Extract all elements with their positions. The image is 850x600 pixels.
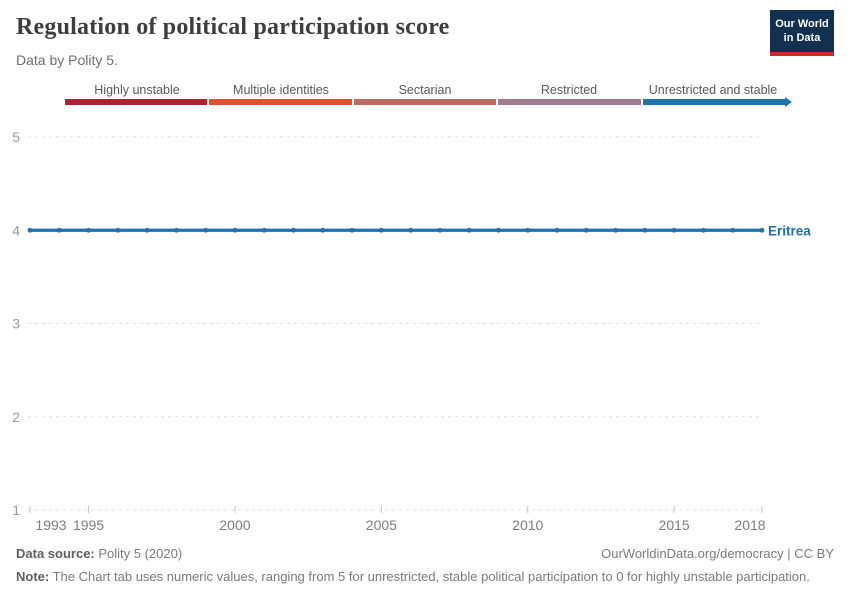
x-axis-tick-label: 2005 (366, 517, 397, 533)
data-point[interactable] (759, 227, 765, 233)
data-point[interactable] (174, 227, 179, 233)
series-entity-label[interactable]: Eritrea (768, 223, 811, 238)
data-source-label: Data source: (16, 546, 95, 561)
legend-segment (642, 99, 786, 105)
data-point[interactable] (496, 227, 501, 233)
data-point[interactable] (27, 227, 33, 233)
x-axis-tick-label: 1995 (73, 517, 104, 533)
chart-footer: Data source: Polity 5 (2020) OurWorldinD… (16, 546, 834, 592)
data-point[interactable] (320, 227, 326, 233)
y-axis-tick-label: 3 (12, 316, 20, 332)
legend-segment (65, 99, 208, 105)
data-point[interactable] (613, 227, 618, 233)
chart-subtitle: Data by Polity 5. (16, 52, 118, 68)
data-point[interactable] (701, 227, 706, 233)
legend-segment (209, 99, 352, 105)
data-source: Data source: Polity 5 (2020) (16, 546, 182, 561)
data-point[interactable] (203, 227, 209, 233)
legend-label[interactable]: Highly unstable (94, 83, 180, 97)
data-point[interactable] (115, 227, 121, 233)
y-axis-tick-label: 2 (12, 409, 20, 425)
data-point[interactable] (378, 227, 384, 233)
x-axis-tick-label: 2018 (734, 517, 765, 533)
data-point[interactable] (86, 227, 91, 233)
legend-label[interactable]: Restricted (540, 83, 598, 97)
data-point[interactable] (261, 227, 267, 233)
page-title: Regulation of political participation sc… (16, 14, 450, 40)
note-value: The Chart tab uses numeric values, rangi… (49, 569, 810, 584)
data-point[interactable] (291, 227, 296, 233)
data-point[interactable] (525, 227, 531, 233)
owid-logo-line2: in Data (783, 32, 821, 45)
data-point[interactable] (671, 227, 677, 233)
legend-arrow-icon (785, 97, 792, 107)
legend-label[interactable]: Multiple identities (233, 83, 329, 97)
y-axis-tick-label: 4 (12, 222, 20, 238)
data-point[interactable] (642, 227, 648, 233)
data-point[interactable] (349, 227, 355, 233)
legend-segment (353, 99, 497, 105)
x-axis-tick-label: 2010 (512, 517, 543, 533)
data-point[interactable] (583, 227, 589, 233)
owid-link[interactable]: OurWorldinData.org/democracy | CC BY (601, 546, 834, 561)
chart-note: Note: The Chart tab uses numeric values,… (16, 569, 810, 584)
legend-labels: Highly unstable Multiple identities Sectar… (65, 83, 785, 97)
data-point[interactable] (466, 227, 472, 233)
x-axis-tick-label: 1993 (35, 517, 66, 533)
legend-label[interactable]: Sectarian (398, 83, 452, 97)
note-label: Note: (16, 569, 50, 584)
data-point[interactable] (144, 227, 150, 233)
legend-segment (498, 99, 641, 105)
y-axis-tick-label: 5 (12, 129, 20, 145)
data-point[interactable] (730, 227, 736, 233)
x-axis-tick-label: 2015 (659, 517, 690, 533)
data-point[interactable] (437, 227, 443, 233)
legend-label[interactable]: Unrestricted and stable (648, 83, 778, 97)
y-axis-tick-label: 1 (12, 502, 20, 518)
data-point[interactable] (408, 227, 414, 233)
data-source-value: Polity 5 (2020) (94, 546, 183, 561)
x-axis-tick-label: 2000 (219, 517, 250, 533)
owid-logo[interactable]: Our World in Data (770, 10, 834, 56)
data-point[interactable] (554, 227, 560, 233)
legend-color-bar (65, 99, 786, 105)
data-point[interactable] (232, 227, 238, 233)
owid-logo-line1: Our World (775, 18, 829, 30)
data-point[interactable] (56, 227, 62, 233)
